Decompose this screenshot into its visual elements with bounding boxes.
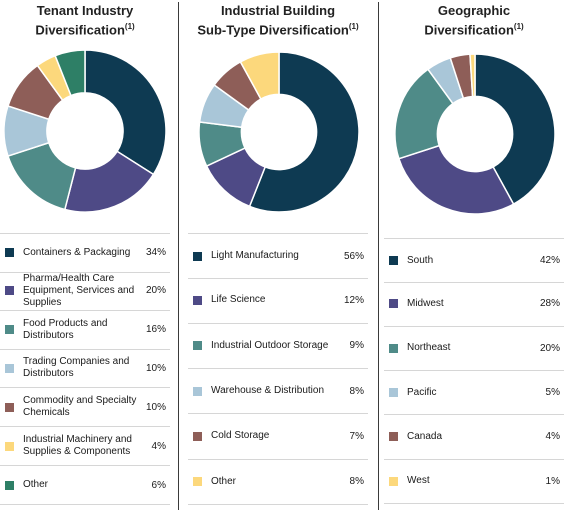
legend-swatch — [389, 432, 398, 442]
legend-swatch — [5, 480, 14, 490]
divider — [178, 2, 179, 510]
pie-slice — [84, 49, 167, 176]
legend-value: 12% — [343, 294, 364, 306]
legend-label: Pacific — [407, 386, 437, 398]
legend-label: Industrial Outdoor Storage — [211, 339, 329, 351]
chart-legend: Light Manufacturing 56% Life Science 12% Ind… — [188, 233, 368, 505]
legend-value: 10% — [145, 362, 166, 374]
donut-chart — [394, 53, 556, 215]
pie-slice — [397, 144, 515, 215]
legend-item: Industrial Outdoor Storage 9% — [188, 324, 368, 369]
legend-value: 34% — [145, 247, 166, 259]
legend-item: Industrial Machinery and Supplies & Comp… — [0, 427, 170, 467]
legend-value: 28% — [539, 298, 560, 310]
legend-swatch — [5, 441, 14, 451]
legend-value: 56% — [343, 250, 364, 262]
legend-item: Warehouse & Distribution 8% — [188, 369, 368, 415]
chart-title: Tenant Industry Diversification(1) — [35, 3, 135, 38]
legend-item: Life Science 12% — [188, 278, 368, 324]
legend-item: Other 6% — [0, 466, 170, 505]
legend-value: 4% — [545, 431, 560, 443]
legend-item: Pacific 5% — [384, 371, 564, 416]
legend-item: Pharma/Health Care Equipment, Services a… — [0, 272, 170, 311]
legend-value: 6% — [151, 479, 166, 491]
legend-label: Other — [211, 475, 237, 487]
legend-label: Canada — [407, 430, 443, 442]
legend-label: Warehouse & Distribution — [211, 385, 325, 397]
legend-label: Other — [23, 479, 49, 491]
legend-swatch — [389, 343, 398, 353]
legend-value: 8% — [349, 476, 364, 488]
legend-label: Northeast — [407, 342, 451, 354]
legend-value: 9% — [349, 340, 364, 352]
legend-item: Trading Companies and Distributors 10% — [0, 350, 170, 389]
donut-chart — [198, 51, 360, 213]
legend-label: Midwest — [407, 297, 444, 309]
legend-value: 4% — [151, 440, 166, 452]
legend-item: Canada 4% — [384, 415, 564, 460]
legend-swatch — [5, 248, 14, 258]
legend-value: 5% — [545, 387, 560, 399]
legend-swatch — [193, 386, 202, 396]
legend-label: Life Science — [211, 294, 266, 306]
pie-slice — [469, 53, 476, 98]
chart-title: Industrial Building Sub-Type Diversificat… — [197, 3, 359, 38]
pie-slice — [248, 51, 360, 213]
legend-swatch — [193, 431, 202, 441]
chart-legend: Containers & Packaging 34% Pharma/Health C… — [0, 233, 170, 505]
legend-value: 8% — [349, 385, 364, 397]
legend-swatch — [389, 256, 398, 266]
legend-swatch — [193, 295, 202, 305]
pie-slice — [474, 53, 556, 206]
legend-label: Cold Storage — [211, 430, 270, 442]
geographic-panel: Geographic Diversification(1) South 42% Mid… — [384, 0, 564, 512]
legend-item: Containers & Packaging 34% — [0, 233, 170, 273]
legend-item: South 42% — [384, 238, 564, 284]
legend-value: 20% — [539, 342, 560, 354]
legend-value: 42% — [539, 255, 560, 267]
chart-title: Geographic Diversification(1) — [424, 3, 524, 38]
legend-swatch — [193, 251, 202, 261]
legend-item: Light Manufacturing 56% — [188, 233, 368, 280]
tenant-industry-panel: Tenant Industry Diversification(1) Contai… — [0, 0, 170, 512]
legend-label: Industrial Machinery and Supplies & Comp… — [23, 434, 132, 458]
chart-legend: South 42% Midwest 28% Northeast 20% Pacific 5% C… — [384, 238, 564, 504]
legend-label: Light Manufacturing — [211, 250, 299, 262]
legend-swatch — [5, 325, 14, 335]
legend-label: Trading Companies and Distributors — [23, 356, 130, 380]
legend-swatch — [5, 286, 14, 296]
legend-value: 16% — [145, 324, 166, 336]
legend-value: 7% — [349, 430, 364, 442]
legend-swatch — [5, 363, 14, 373]
legend-label: South — [407, 254, 434, 266]
legend-item: Commodity and Specialty Chemicals 10% — [0, 388, 170, 428]
legend-swatch — [193, 341, 202, 351]
legend-swatch — [389, 388, 398, 398]
donut-chart — [3, 49, 167, 213]
legend-swatch — [389, 299, 398, 309]
legend-label: Food Products and Distributors — [23, 317, 108, 341]
divider — [378, 2, 379, 510]
legend-item: West 1% — [384, 460, 564, 504]
pie-slice — [54, 49, 86, 97]
legend-value: 20% — [145, 285, 166, 297]
legend-item: Cold Storage 7% — [188, 414, 368, 460]
legend-item: Other 8% — [188, 460, 368, 505]
pie-slice — [239, 51, 280, 101]
legend-item: Food Products and Distributors 16% — [0, 311, 170, 350]
legend-swatch — [193, 477, 202, 487]
legend-swatch — [5, 402, 14, 412]
legend-value: 1% — [545, 475, 560, 487]
building-subtype-panel: Industrial Building Sub-Type Diversificat… — [188, 0, 368, 512]
legend-value: 10% — [145, 401, 166, 413]
legend-item: Midwest 28% — [384, 282, 564, 327]
legend-item: Northeast 20% — [384, 327, 564, 371]
legend-label: West — [407, 475, 430, 487]
legend-swatch — [389, 476, 398, 486]
legend-label: Commodity and Specialty Chemicals — [23, 395, 137, 419]
legend-label: Pharma/Health Care Equipment, Services a… — [23, 272, 135, 308]
legend-label: Containers & Packaging — [23, 246, 131, 258]
